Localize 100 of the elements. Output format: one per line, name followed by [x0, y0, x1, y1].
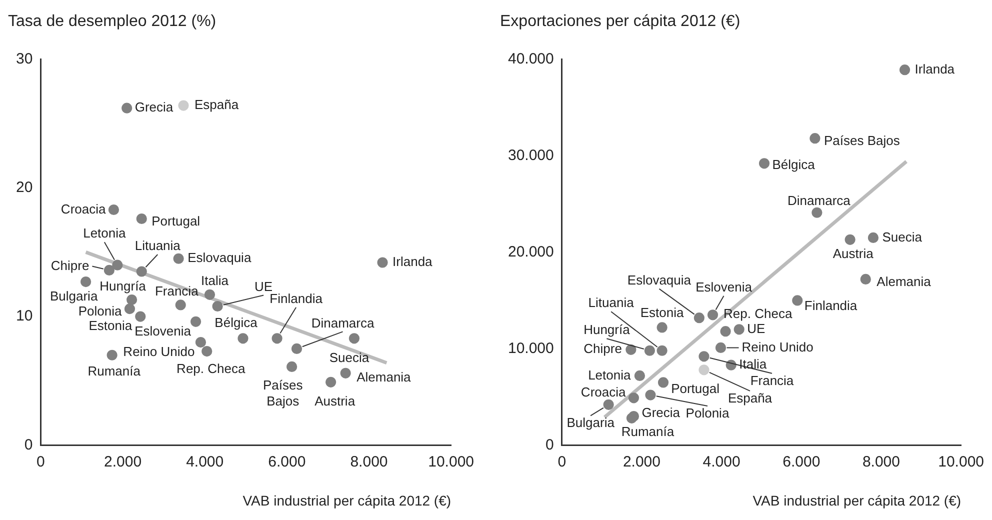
point	[326, 376, 336, 388]
annotation: Rep. Checa	[176, 360, 246, 376]
point	[844, 234, 856, 245]
annotation: Estonia	[88, 318, 133, 334]
point	[720, 326, 731, 337]
annotation: Lituania	[134, 238, 182, 254]
annotation: Chipre	[50, 258, 90, 273]
y-tick-label: 40.000	[508, 50, 554, 68]
x-tick-label: 0	[36, 453, 45, 470]
annotation: Rep. Checa	[724, 306, 793, 321]
point	[707, 310, 718, 320]
point	[291, 343, 302, 354]
y-tick-label: 20	[16, 179, 33, 196]
annotation: Eslovenia	[696, 280, 753, 295]
x-axis-title: VAB industrial per cápita 2012 (€)	[752, 492, 962, 508]
y-tick-label: 10	[16, 308, 33, 325]
point	[212, 300, 223, 312]
annotation: Grecia	[642, 404, 681, 420]
point	[238, 333, 248, 344]
annotation: Chipre	[584, 341, 622, 356]
point	[272, 333, 282, 344]
x-tick-label: 2.000	[622, 453, 660, 470]
point	[694, 312, 704, 324]
point	[348, 333, 360, 344]
x-tick-label: 10.000	[938, 453, 984, 470]
annotation: Países Bajos	[262, 377, 304, 408]
y-tick-label: 0	[24, 436, 33, 454]
point	[792, 295, 803, 306]
point	[656, 322, 668, 333]
point	[810, 133, 820, 144]
annotation: Países Bajos	[824, 132, 900, 148]
chart-title: Tasa de desempleo 2012 (%)	[8, 13, 216, 30]
point	[628, 392, 640, 404]
annotation: Polonia	[686, 406, 730, 421]
x-tick-label: 8.000	[350, 453, 388, 470]
y-tick-label: 0	[546, 436, 554, 454]
annotation: Francia	[154, 284, 200, 299]
point	[175, 300, 186, 310]
point	[190, 316, 202, 327]
annotation: Rumanía	[88, 364, 142, 379]
annotation: Portugal	[671, 381, 720, 396]
point	[812, 207, 822, 218]
x-tick-label: 4.000	[702, 453, 740, 470]
x-axis-title: VAB industrial per cápita 2012 (€)	[242, 492, 452, 508]
point	[80, 276, 92, 288]
point	[178, 100, 189, 111]
annotation: Alemania	[876, 274, 932, 289]
point	[195, 336, 206, 348]
annotation: Eslovenia	[134, 323, 192, 338]
annotation: Suecia	[882, 229, 923, 244]
point	[104, 264, 115, 276]
point	[698, 351, 710, 362]
point	[899, 64, 910, 76]
annotation: Irlanda	[392, 254, 434, 270]
annotation: Croacia	[580, 384, 626, 400]
annotation: España	[194, 97, 240, 112]
annotation: Hungría	[584, 322, 631, 338]
x-tick-label: 10.000	[428, 453, 474, 470]
point	[734, 324, 744, 335]
annotation: Letonia	[83, 226, 127, 241]
annotation: Bulgaria	[566, 415, 616, 430]
point	[603, 399, 614, 410]
annotation: Bulgaria	[50, 288, 98, 304]
annotation: Bélgica	[214, 314, 258, 330]
y-tick-label: 10.000	[508, 340, 554, 357]
point	[136, 266, 147, 277]
annotation: Portugal	[152, 213, 200, 228]
point	[202, 346, 212, 357]
annotation: Letonia	[588, 367, 632, 382]
point	[136, 213, 147, 224]
point	[286, 361, 298, 372]
annotation: Reino Unido	[123, 344, 195, 359]
annotation: Eslovaquia	[627, 272, 692, 288]
annotation: Rumanía	[621, 424, 675, 439]
x-tick-label: 0	[558, 453, 566, 470]
annotation: Polonia	[78, 303, 122, 318]
x-tick-label: 6.000	[268, 453, 306, 470]
point	[698, 364, 710, 376]
point	[106, 350, 118, 360]
point	[715, 342, 726, 354]
x-tick-label: 8.000	[862, 453, 900, 470]
point	[645, 390, 656, 400]
annotation: Grecia	[134, 100, 174, 115]
point	[204, 289, 216, 300]
y-tick-label: 30.000	[508, 146, 554, 164]
point	[108, 204, 120, 216]
point	[634, 370, 646, 382]
annotation: Italia	[201, 273, 230, 288]
annotation: Finlandia	[804, 298, 858, 314]
point	[126, 294, 138, 306]
annotation: Lituania	[588, 295, 635, 310]
point	[112, 260, 123, 270]
annotation: Reino Unido	[742, 339, 814, 354]
x-tick-label: 6.000	[782, 453, 820, 470]
point	[135, 311, 146, 322]
point	[340, 368, 351, 378]
y-tick-label: 30	[16, 50, 33, 68]
point	[644, 345, 655, 356]
annotation: Francia	[750, 373, 794, 388]
chart-title: Exportaciones per cápita 2012 (€)	[500, 13, 740, 30]
